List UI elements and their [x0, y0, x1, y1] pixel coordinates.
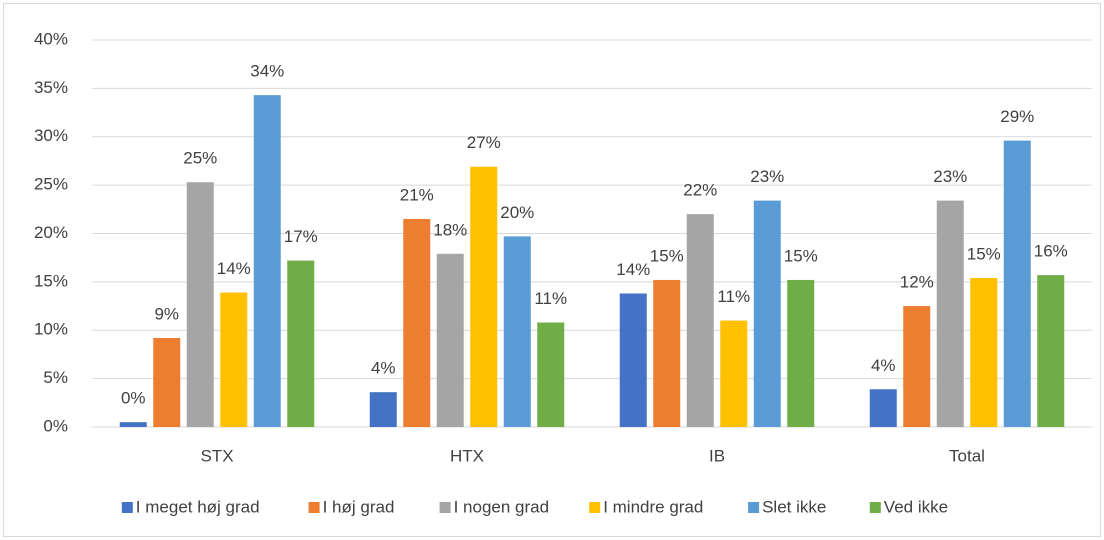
value-label: 17% — [284, 227, 318, 246]
value-label: 12% — [900, 273, 934, 292]
legend-label: I mindre grad — [603, 497, 703, 516]
bar — [787, 279, 815, 427]
bar — [1037, 275, 1065, 427]
value-label: 20% — [500, 203, 534, 222]
value-label: 29% — [1000, 107, 1034, 126]
value-label: 22% — [683, 181, 717, 200]
bar — [720, 320, 748, 427]
value-label: 11% — [534, 289, 567, 308]
bar — [653, 279, 681, 427]
value-label: 15% — [784, 246, 818, 265]
bar — [619, 293, 647, 427]
bar — [686, 214, 714, 427]
legend-label: Ved ikke — [884, 497, 948, 516]
legend-swatch — [748, 502, 760, 513]
y-tick-label: 25% — [34, 175, 68, 194]
y-tick-label: 5% — [43, 368, 68, 387]
legend-label: I meget høj grad — [136, 497, 260, 516]
value-label: 34% — [250, 62, 284, 81]
legend-label: Slet ikke — [762, 497, 826, 516]
bar — [253, 95, 281, 428]
bar — [436, 253, 464, 427]
value-label: 15% — [967, 244, 1001, 263]
y-tick-label: 20% — [34, 223, 68, 242]
value-label: 4% — [371, 359, 396, 378]
bar — [220, 292, 248, 427]
value-label: 23% — [933, 167, 967, 186]
bar — [970, 278, 998, 427]
value-label: 25% — [183, 149, 217, 168]
legend-label: I høj grad — [323, 497, 395, 516]
y-tick-label: 35% — [34, 78, 68, 97]
value-label: 16% — [1034, 242, 1068, 261]
bar — [369, 392, 397, 427]
bar — [936, 200, 964, 427]
bar — [119, 422, 147, 427]
bar — [470, 166, 498, 427]
value-label: 14% — [616, 260, 650, 279]
x-tick-label: STX — [200, 446, 233, 465]
value-label: 9% — [154, 304, 179, 323]
value-label: 11% — [717, 287, 750, 306]
y-tick-label: 40% — [34, 29, 68, 48]
y-tick-label: 15% — [34, 271, 68, 290]
legend-swatch — [308, 502, 320, 513]
legend-swatch — [439, 502, 451, 513]
bar — [503, 236, 531, 427]
bar — [1003, 140, 1031, 427]
value-label: 27% — [467, 133, 501, 152]
bar — [869, 389, 897, 427]
legend-swatch — [589, 502, 601, 513]
bar — [403, 218, 431, 427]
value-label: 21% — [400, 185, 434, 204]
value-label: 18% — [433, 220, 467, 239]
bar — [753, 200, 781, 427]
value-label: 15% — [650, 246, 684, 265]
bar — [903, 306, 931, 427]
value-label: 4% — [871, 356, 896, 375]
value-label: 14% — [217, 259, 251, 278]
y-tick-label: 30% — [34, 126, 68, 145]
y-tick-label: 10% — [34, 320, 68, 339]
x-tick-label: IB — [709, 446, 725, 465]
legend-swatch — [121, 502, 133, 513]
bar — [287, 260, 315, 427]
bar — [186, 182, 214, 427]
x-tick-label: HTX — [450, 446, 484, 465]
legend-label: I nogen grad — [454, 497, 549, 516]
value-label: 0% — [121, 389, 146, 408]
value-label: 23% — [750, 167, 784, 186]
legend-swatch — [869, 502, 881, 513]
y-tick-label: 0% — [43, 416, 68, 435]
x-tick-label: Total — [949, 446, 985, 465]
bar — [153, 337, 181, 427]
chart-border — [3, 3, 1101, 537]
bar — [537, 322, 565, 427]
